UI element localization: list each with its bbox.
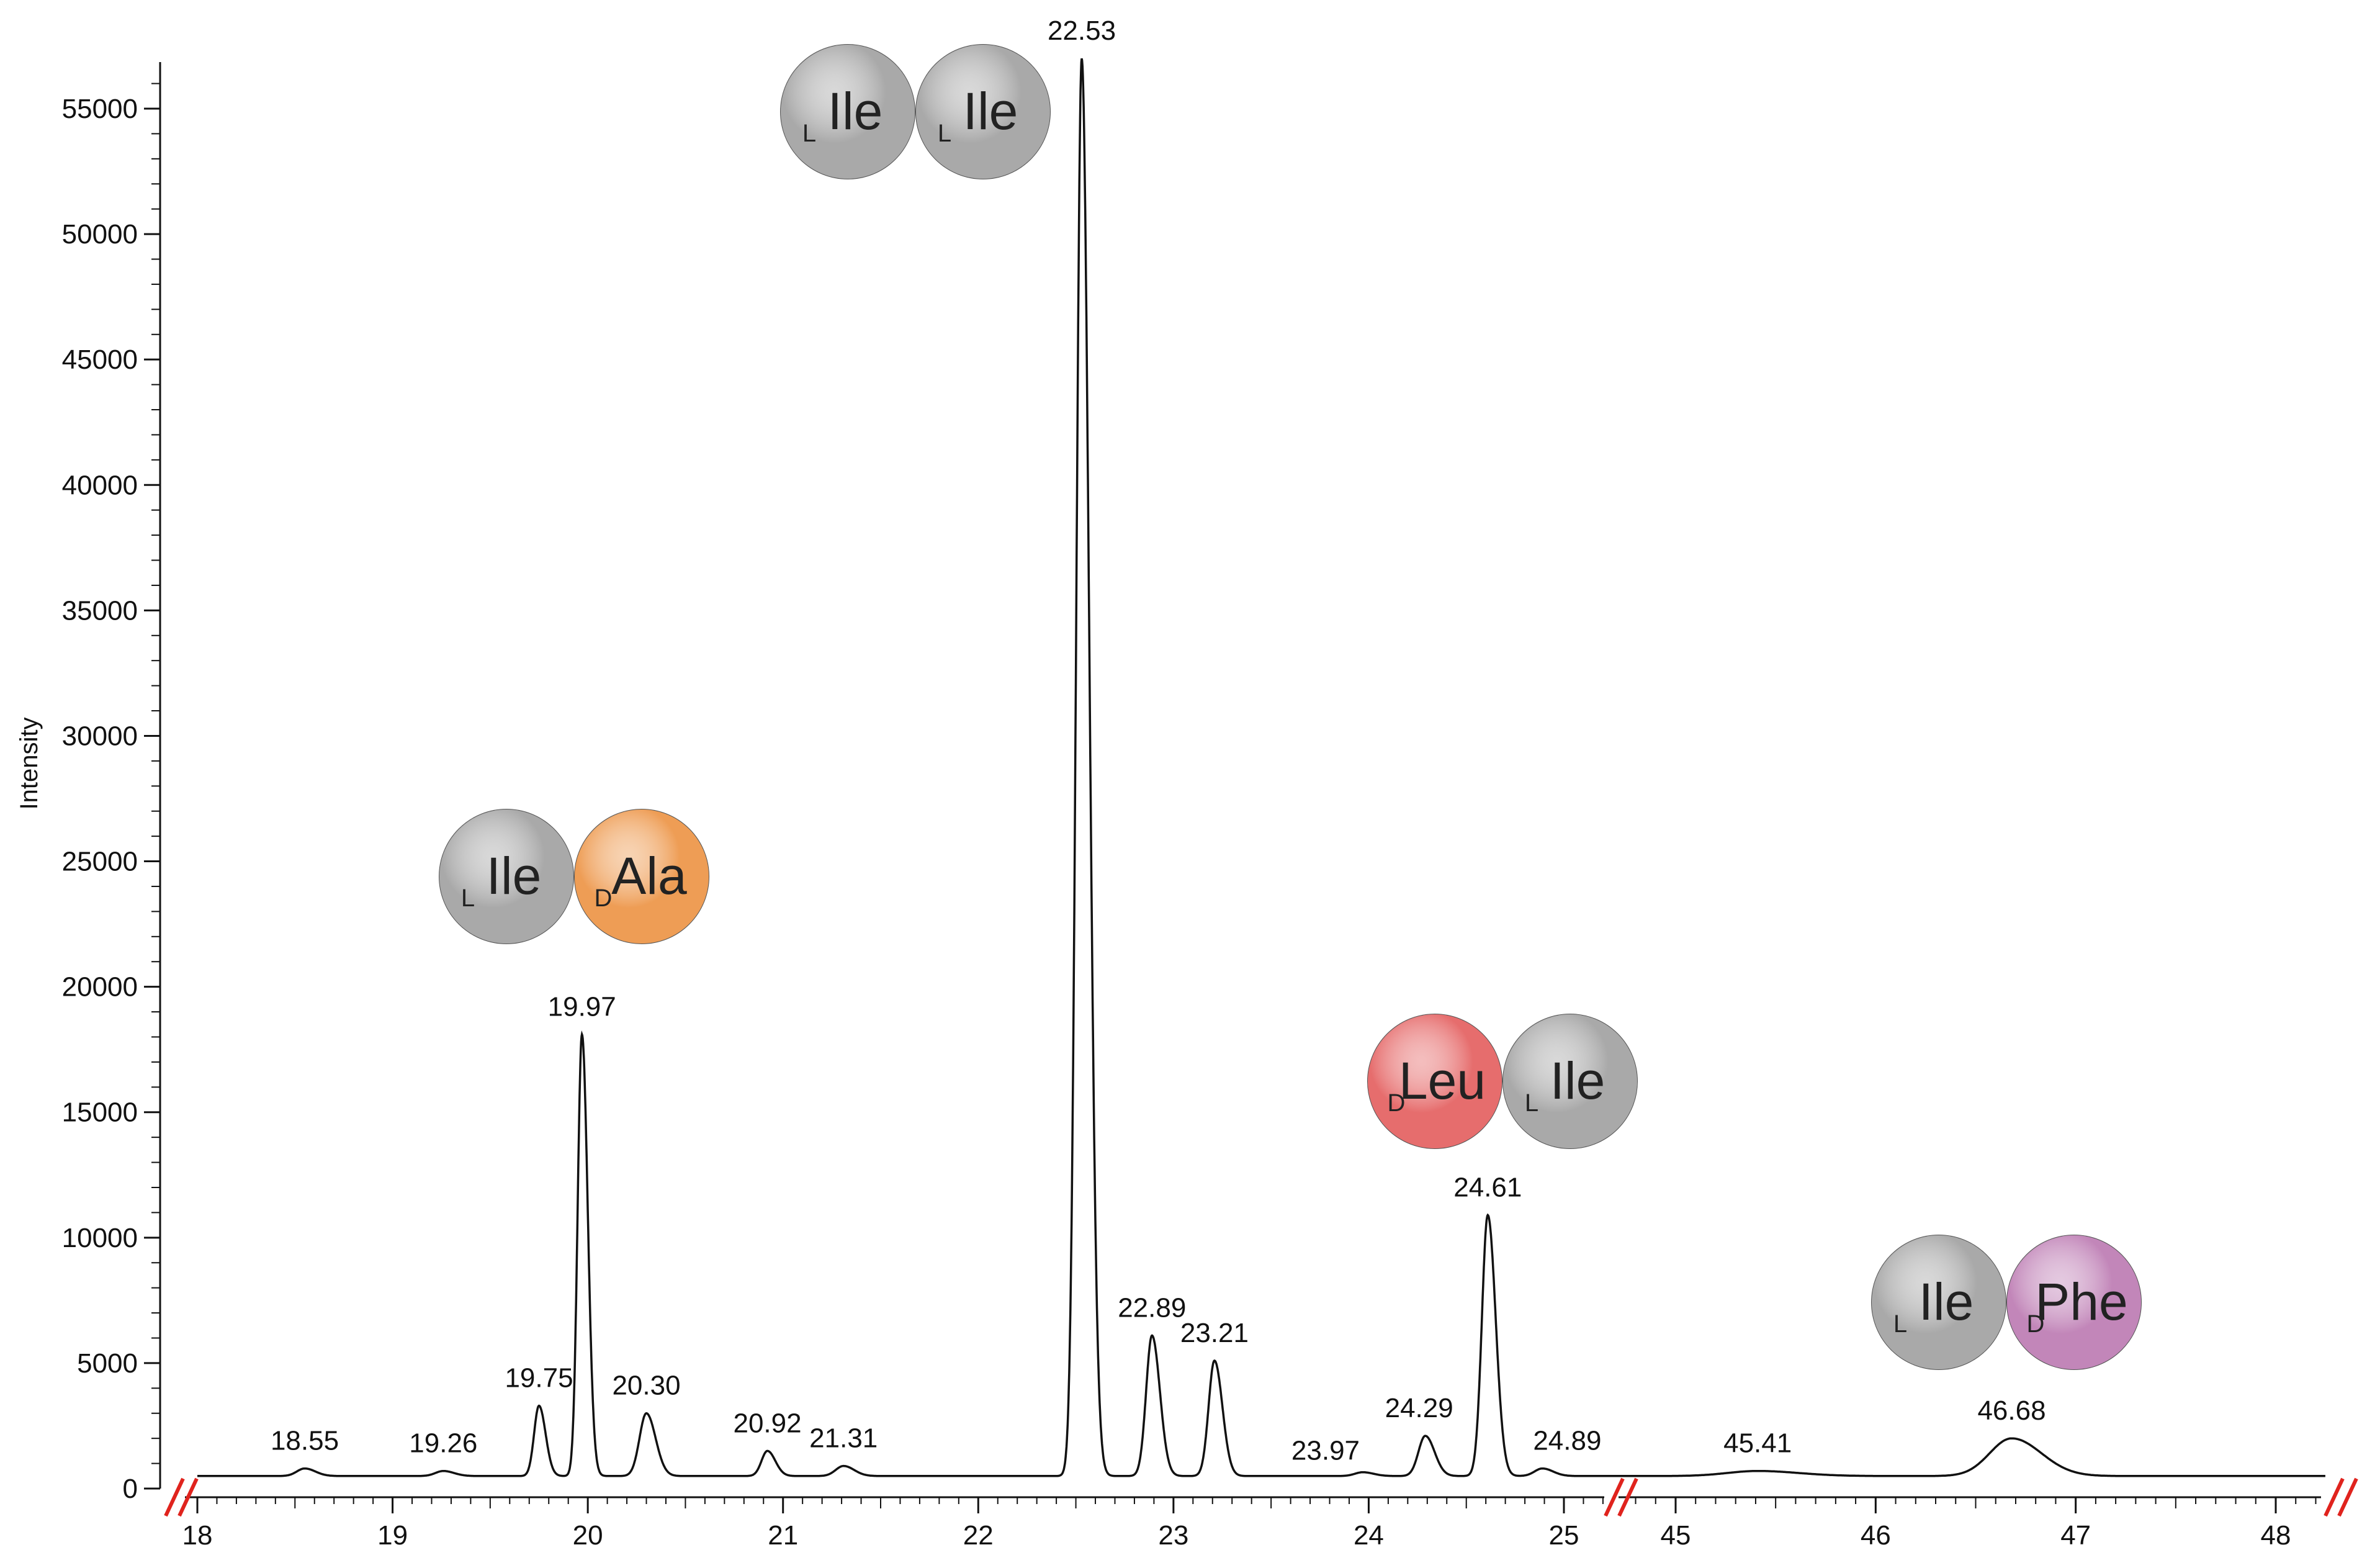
y-tick-label: 10000 [62, 1223, 138, 1253]
break-slash [164, 1477, 185, 1517]
y-tick-label: 50000 [62, 219, 138, 250]
residue-prefix: L [1525, 1089, 1538, 1117]
x-tick-label: 46 [1861, 1520, 1891, 1551]
y-axis-title: Intensity [16, 718, 43, 810]
y-tick-label: 0 [123, 1474, 138, 1504]
residue-name: Ile [828, 82, 883, 140]
y-tick-label: 40000 [62, 470, 138, 500]
peak-label: 19.75 [505, 1363, 573, 1394]
y-tick-label: 30000 [62, 721, 138, 751]
x-tick-label: 23 [1158, 1520, 1188, 1551]
residue-prefix: D [2027, 1310, 2045, 1338]
chromatogram-trace [197, 58, 2325, 1477]
break-mark [2324, 1477, 2358, 1517]
dipeptide-LIle-LIle: L Ile L Ile [780, 44, 1051, 179]
peak-label: 19.97 [548, 991, 616, 1022]
x-tick-label: 22 [963, 1520, 994, 1551]
y-tick-label: 35000 [62, 595, 138, 626]
x-tick-label: 48 [2261, 1520, 2291, 1551]
peak-label: 20.92 [733, 1408, 801, 1438]
residue-name: Ile [1919, 1273, 1974, 1331]
residue-ball-shine [1368, 1014, 1502, 1148]
residue-prefix: L [1893, 1310, 1907, 1338]
y-axis: 0 5000 10000 15000 20000 25000 30000 35000 40000… [62, 62, 161, 1504]
residue-ball-shine [2007, 1235, 2141, 1369]
y-tick-label: 15000 [62, 1097, 138, 1128]
residue-ball-shine [575, 809, 709, 944]
residue-prefix: D [1388, 1089, 1406, 1117]
residue-name: Ala [611, 847, 687, 905]
residue-ball-shine [1503, 1014, 1637, 1148]
peak-label: 24.29 [1385, 1393, 1453, 1423]
x-tick-label: 45 [1661, 1520, 1691, 1551]
break-slash [2337, 1477, 2358, 1517]
residue-prefix: L [938, 120, 951, 147]
x-tick-label: 18 [182, 1520, 213, 1551]
peak-label: 24.61 [1453, 1172, 1522, 1202]
peak-label: 22.53 [1048, 16, 1116, 46]
break-mark [1604, 1477, 1638, 1517]
x-tick-label: 25 [1549, 1520, 1579, 1551]
residue-ball-shine [781, 45, 915, 179]
residue-prefix: L [461, 885, 475, 912]
residue-name: Phe [2035, 1273, 2127, 1331]
peak-label: 21.31 [809, 1423, 878, 1454]
residue-name: Leu [1399, 1052, 1486, 1110]
y-tick-label: 25000 [62, 847, 138, 877]
x-tick-label: 21 [768, 1520, 798, 1551]
peak-label: 18.55 [271, 1426, 339, 1456]
x-tick-label: 24 [1354, 1520, 1384, 1551]
y-tick-label: 20000 [62, 972, 138, 1003]
y-tick-label: 55000 [62, 94, 138, 124]
residue-ball-shine [1872, 1235, 2006, 1369]
break-slash [1604, 1477, 1625, 1517]
axis-break-marks [164, 1477, 2358, 1517]
peak-label: 46.68 [1977, 1395, 2045, 1426]
residue-ball-shine [916, 45, 1050, 179]
break-slash [2324, 1477, 2345, 1517]
residue-ball-shine [439, 809, 573, 944]
residue-prefix: L [802, 120, 816, 147]
residue-name: Ile [487, 847, 542, 905]
peak-label: 45.41 [1723, 1428, 1792, 1459]
y-tick-label: 45000 [62, 345, 138, 375]
break-slash [177, 1477, 199, 1517]
y-tick-label: 5000 [77, 1348, 138, 1379]
x-tick-label: 47 [2060, 1520, 2091, 1551]
peak-label: 19.26 [409, 1428, 477, 1459]
x-tick-label: 20 [573, 1520, 603, 1551]
break-mark [164, 1477, 199, 1517]
peak-label: 22.89 [1118, 1292, 1186, 1323]
x-axis: 18 19 20 21 22 23 24 25 45 46 47 48 [182, 1496, 2321, 1551]
x-tick-label: 19 [377, 1520, 408, 1551]
residue-name: Ile [963, 82, 1018, 140]
peak-labels: 18.55 19.26 19.75 19.97 20.30 20.92 21.31 22.53… [271, 16, 2046, 1466]
residue-prefix: D [595, 885, 613, 912]
break-slash [1617, 1477, 1638, 1517]
peak-label: 23.97 [1291, 1436, 1360, 1466]
residue-name: Ile [1550, 1052, 1605, 1110]
peak-label: 23.21 [1180, 1318, 1249, 1348]
peak-label: 20.30 [612, 1371, 680, 1401]
peak-label: 24.89 [1533, 1426, 1601, 1456]
